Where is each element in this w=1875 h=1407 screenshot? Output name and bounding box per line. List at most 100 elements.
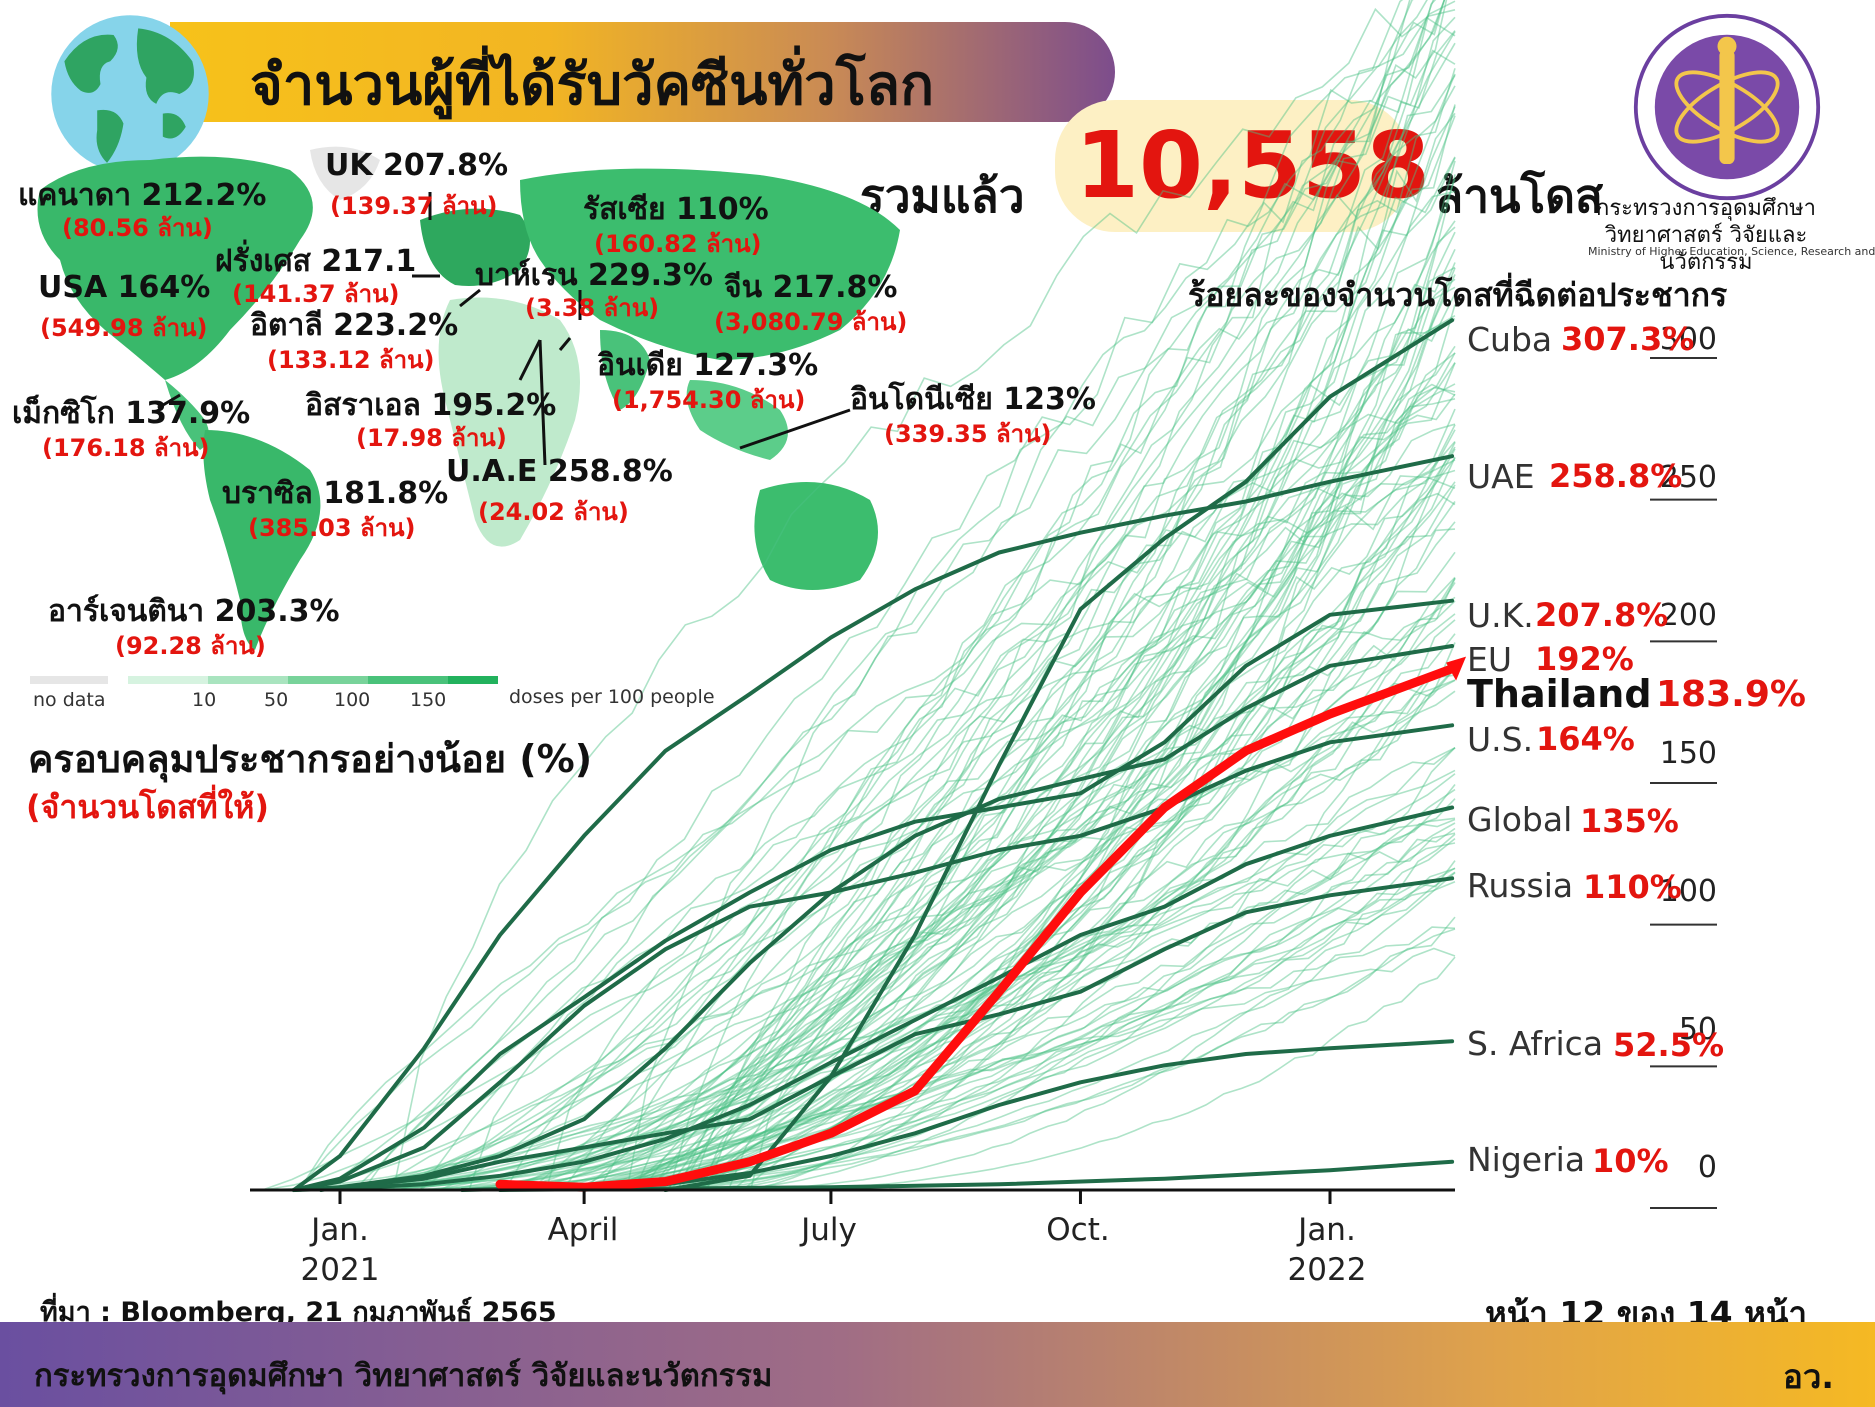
- background-country-line: [549, 832, 1456, 1191]
- background-country-line: [706, 352, 1456, 1191]
- ministry-name-en: Ministry of Higher Education, Science, R…: [1588, 245, 1875, 258]
- background-country-line: [384, 115, 1456, 1191]
- background-country-line: [666, 0, 1448, 1191]
- background-country-line: [308, 178, 1456, 1191]
- series-line-thailand: [495, 664, 1457, 1192]
- map-label-russia: รัสเซีย 110%: [583, 192, 769, 227]
- background-country-line: [351, 773, 1456, 1191]
- background-country-line: [453, 73, 1456, 1191]
- background-country-line: [628, 448, 1456, 1191]
- background-country-line: [562, 49, 1456, 1191]
- series-label-thailand: Thailand: [1467, 672, 1652, 716]
- map-label-israel-doses: (17.98 ล้าน): [356, 424, 507, 452]
- x-tick-jan-2021: Jan.: [311, 1212, 369, 1248]
- background-country-line: [532, 0, 1435, 1191]
- map-label-mexico: เม็กซิโก 137.9%: [12, 396, 251, 431]
- background-country-line: [732, 30, 1456, 1191]
- series-pct-us: 164%: [1536, 720, 1635, 758]
- background-country-line: [686, 690, 1456, 1191]
- background-country-line: [632, 784, 1456, 1191]
- map-label-italy: อิตาลี 223.2%: [250, 308, 459, 343]
- series-line-uae: [291, 454, 1455, 1192]
- map-label-brazil: บราซิล 181.8%: [222, 476, 449, 511]
- background-country-line: [298, 362, 1456, 1191]
- title-banner: [170, 22, 1115, 122]
- map-greenland: [310, 146, 380, 200]
- y-tick-300: 300: [1659, 322, 1717, 357]
- y-tick-250: 250: [1659, 460, 1717, 495]
- background-country-line: [623, 386, 1456, 1191]
- legend-tick-50: 50: [264, 689, 289, 711]
- legend-swatch-no-data: [30, 676, 108, 684]
- background-country-line: [703, 798, 1456, 1191]
- map-label-italy-doses: (133.12 ล้าน): [267, 346, 435, 374]
- background-country-line: [626, 0, 1446, 1191]
- y-tick-100: 100: [1659, 874, 1717, 909]
- background-country-line: [392, 7, 1456, 1191]
- background-country-line: [706, 642, 1456, 1191]
- background-country-line: [494, 501, 1456, 1191]
- ministry-logo: [1633, 13, 1821, 201]
- series-label-eu: EU: [1467, 640, 1513, 679]
- series-line-global: [291, 805, 1455, 1192]
- map-label-france: ฝรั่งเศส 217.1: [215, 244, 417, 279]
- map-label-bahrain-doses: (3.38 ล้าน): [525, 294, 660, 322]
- total-suffix: ล้านโดส: [1435, 169, 1604, 223]
- background-country-line: [667, 304, 1456, 1191]
- series-line-cuba: [663, 318, 1455, 1192]
- x-tick-year-2021: 2021: [300, 1252, 380, 1288]
- map-label-indonesia: อินโดนีเซีย 123%: [850, 382, 1096, 417]
- series-line-eu: [319, 644, 1455, 1192]
- background-country-line: [532, 926, 1456, 1191]
- footer-bar: [0, 1322, 1875, 1407]
- page-title: จำนวนผู้ที่ได้รับวัคซีนทั่วโลก: [250, 53, 935, 118]
- background-country-line: [303, 842, 1456, 1191]
- map-label-uk-doses: (139.37 ล้าน): [330, 192, 498, 220]
- background-country-line: [297, 317, 1456, 1191]
- map-label-india-doses: (1,754.30 ล้าน): [612, 386, 806, 414]
- x-tick-april: April: [547, 1212, 619, 1248]
- chart-title: ร้อยละของจำนวนโดสที่ฉีดต่อประชากร: [1188, 276, 1728, 314]
- background-country-line: [300, 551, 1456, 1191]
- background-country-line: [379, 31, 1456, 1191]
- series-lines: [291, 318, 1467, 1192]
- background-country-line: [679, 112, 1456, 1191]
- series-label-us: U.S.: [1467, 720, 1534, 759]
- background-country-line: [498, 0, 1437, 1191]
- background-country-line: [545, 398, 1456, 1191]
- background-country-line: [477, 871, 1456, 1191]
- x-tick-jan-2022: Jan.: [1298, 1212, 1356, 1248]
- map-europe: [420, 208, 530, 286]
- background-country-line: [303, 484, 1456, 1191]
- background-country-line: [668, 68, 1456, 1191]
- thailand-arrowhead: [1446, 656, 1467, 681]
- map-label-canada: แคนาดา 212.2%: [18, 178, 267, 213]
- map-arrows: [157, 192, 851, 466]
- legend-swatch-5: [448, 676, 498, 684]
- background-country-line: [642, 600, 1456, 1191]
- map-label-china: จีน 217.8%: [724, 270, 898, 305]
- map-label-france-doses: (141.37 ล้าน): [232, 280, 400, 308]
- legend-tick-100: 100: [334, 689, 371, 711]
- background-country-line: [739, 226, 1456, 1191]
- map-label-uae: U.A.E 258.8%: [446, 454, 673, 489]
- series-pct-s-africa: 52.5%: [1613, 1026, 1725, 1064]
- series-pct-uae: 258.8%: [1549, 457, 1683, 495]
- map-legend: [30, 676, 498, 684]
- background-country-line: [700, 393, 1456, 1191]
- series-label-uae: UAE: [1467, 457, 1535, 496]
- x-tick-oct: Oct.: [1046, 1212, 1110, 1248]
- legend-tick-150: 150: [410, 689, 447, 711]
- globe-icon: [51, 15, 209, 173]
- background-country-line: [676, 860, 1456, 1191]
- background-country-line: [714, 833, 1456, 1191]
- map-label-russia-doses: (160.82 ล้าน): [594, 230, 762, 258]
- map-label-indonesia-doses: (339.35 ล้าน): [884, 420, 1052, 448]
- background-country-line: [380, 267, 1456, 1191]
- background-country-line: [577, 667, 1456, 1191]
- background-country-line: [727, 577, 1456, 1191]
- background-country-line: [441, 481, 1456, 1191]
- map-label-mexico-doses: (176.18 ล้าน): [42, 434, 210, 462]
- background-country-line: [439, 0, 1446, 1191]
- map-label-uae-doses: (24.02 ล้าน): [478, 498, 629, 526]
